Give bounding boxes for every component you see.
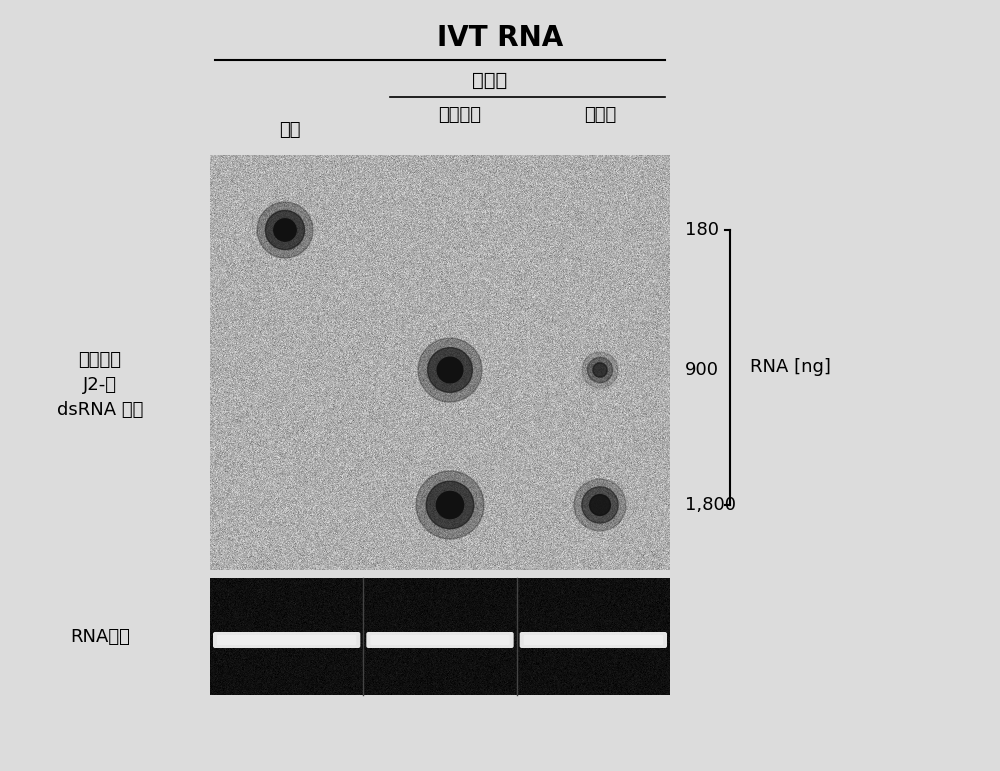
Circle shape [416,471,484,539]
FancyBboxPatch shape [366,632,514,648]
Circle shape [574,479,626,531]
Circle shape [426,481,474,529]
Text: RNA [ng]: RNA [ng] [750,359,831,376]
Text: 纤维素: 纤维素 [472,70,508,89]
Text: 斑点印迹: 斑点印迹 [78,351,122,369]
Text: 输入: 输入 [279,121,301,139]
Circle shape [274,219,296,241]
Circle shape [587,358,613,382]
FancyBboxPatch shape [213,632,360,648]
Text: dsRNA 抗体: dsRNA 抗体 [57,401,143,419]
Text: 180: 180 [685,221,719,239]
FancyBboxPatch shape [524,635,663,645]
Circle shape [428,348,472,392]
FancyBboxPatch shape [520,632,667,648]
FancyBboxPatch shape [217,635,356,645]
Circle shape [436,491,464,519]
FancyBboxPatch shape [370,635,510,645]
Circle shape [582,352,618,388]
Circle shape [265,210,305,250]
Circle shape [257,202,313,258]
Circle shape [590,495,610,515]
Circle shape [437,357,463,382]
Text: IVT RNA: IVT RNA [437,24,563,52]
Text: 900: 900 [685,361,719,379]
Circle shape [593,363,607,377]
Text: 1,800: 1,800 [685,496,736,514]
Text: RNA电泳: RNA电泳 [70,628,130,646]
Text: 未结合的: 未结合的 [438,106,482,124]
Circle shape [418,338,482,402]
Circle shape [582,487,618,524]
Text: J2-抗: J2-抗 [83,376,117,394]
Text: 结合的: 结合的 [584,106,616,124]
